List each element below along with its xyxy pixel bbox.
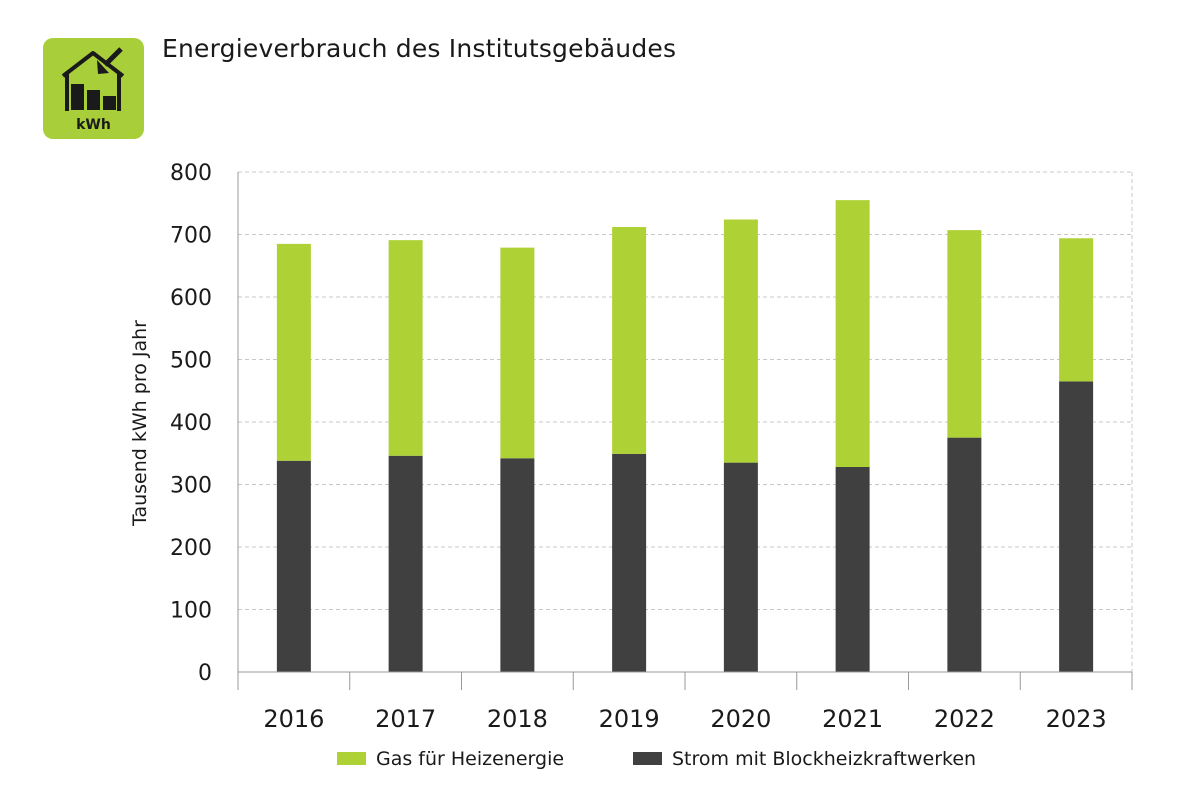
x-tick-label: 2020 [710,705,771,733]
bar-gas [276,243,311,461]
bar-strom [947,437,982,672]
bar-strom [723,462,758,672]
y-tick-label: 700 [170,224,212,249]
y-axis-label: Tausend kWh pro Jahr [129,320,151,527]
bar-strom [612,453,647,672]
bar-gas [388,240,423,456]
bar-strom [276,460,311,672]
y-tick-label: 0 [198,661,212,686]
y-tick-label: 500 [170,349,212,374]
x-tick-label: 2023 [1046,705,1107,733]
x-tick-label: 2019 [599,705,660,733]
logo-label: kWh [76,117,111,133]
bar-gas [723,219,758,463]
bar-gas [612,227,647,454]
x-tick-label: 2021 [822,705,883,733]
logo-badge: kWh [43,38,144,139]
bar-strom [388,455,423,672]
y-tick-label: 200 [170,536,212,561]
legend: Gas für Heizenergie Strom mit Blockheizkr… [337,748,976,770]
chart-title: Energieverbrauch des Institutsgebäudes [162,34,677,63]
y-tick-label: 800 [170,161,212,186]
bar-strom [835,467,870,672]
y-tick-label: 600 [170,286,212,311]
legend-swatch [633,752,662,765]
bars-layer [276,200,1094,672]
x-tick-label: 2022 [934,705,995,733]
bar-strom [1059,381,1094,672]
grid-layer [238,171,1133,672]
x-tick-label: 2016 [263,705,324,733]
house-bar-chart-icon [61,47,125,111]
x-tick-label: 2017 [375,705,436,733]
bar-gas [500,247,535,459]
bar-gas [947,230,982,438]
axis-layer: 0 100 200 300 400 500 600 700 800 2016 2017 2018 201… [129,161,1133,733]
y-tick-label: 100 [170,599,212,624]
y-tick-label: 400 [170,411,212,436]
legend-label: Gas für Heizenergie [376,748,564,770]
legend-label: Strom mit Blockheizkraftwerken [672,748,976,770]
bar-strom [500,458,535,672]
bar-gas [835,200,870,467]
legend-swatch [337,752,366,765]
y-tick-label: 300 [170,474,212,499]
x-tick-label: 2018 [487,705,548,733]
bar-gas [1059,238,1094,382]
